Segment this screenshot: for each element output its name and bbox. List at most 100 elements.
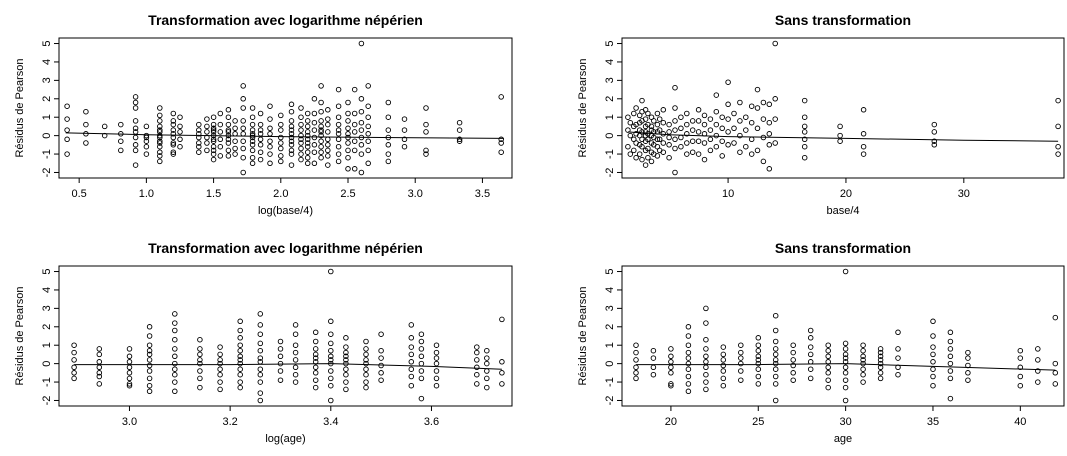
- data-point: [96, 364, 103, 371]
- data-point: [249, 154, 256, 161]
- data-point: [204, 147, 210, 154]
- data-point: [197, 368, 203, 374]
- data-point: [237, 327, 243, 334]
- data-point: [837, 132, 843, 139]
- data-point: [288, 118, 295, 124]
- data-point: [860, 347, 866, 354]
- data-point: [625, 143, 631, 150]
- smoother-line: [627, 131, 1059, 142]
- data-point: [304, 132, 311, 139]
- data-point: [288, 151, 295, 157]
- data-point: [385, 151, 392, 157]
- data-point: [232, 125, 238, 132]
- data-point: [668, 346, 674, 352]
- data-point: [965, 355, 971, 361]
- data-point: [328, 382, 334, 389]
- data-point: [627, 132, 634, 139]
- data-point: [64, 103, 70, 109]
- data-point: [217, 121, 224, 128]
- data-point: [627, 119, 634, 126]
- y-tick-label: 0: [604, 133, 616, 139]
- data-point: [842, 397, 849, 404]
- data-point: [325, 116, 331, 122]
- data-point: [707, 127, 714, 133]
- data-point: [358, 96, 365, 102]
- data-point: [738, 342, 744, 348]
- data-point: [311, 96, 318, 102]
- data-point: [217, 136, 224, 143]
- data-point: [633, 375, 639, 382]
- data-point: [837, 123, 843, 130]
- data-point: [772, 312, 779, 319]
- data-point: [232, 145, 238, 152]
- data-point: [645, 136, 651, 143]
- data-point: [456, 127, 463, 133]
- x-tick-label: 3.2: [222, 416, 237, 428]
- x-tick-label: 1.5: [206, 188, 221, 200]
- data-point: [328, 331, 334, 337]
- data-point: [719, 114, 725, 120]
- data-point: [668, 381, 674, 387]
- data-point: [731, 110, 737, 117]
- data-point: [351, 110, 358, 117]
- data-point: [930, 373, 936, 380]
- data-point: [737, 149, 743, 155]
- data-point: [930, 333, 936, 339]
- data-point: [498, 149, 504, 155]
- data-point: [157, 132, 163, 139]
- data-point: [748, 103, 755, 109]
- data-point: [1035, 357, 1041, 363]
- data-point: [101, 123, 108, 130]
- data-point: [660, 149, 667, 155]
- data-point: [408, 344, 415, 350]
- data-point: [363, 379, 369, 385]
- data-point: [217, 351, 223, 358]
- data-point: [204, 123, 210, 130]
- data-point: [648, 158, 655, 165]
- x-tick-label: 10: [722, 188, 734, 200]
- data-point: [328, 318, 334, 325]
- data-point: [288, 108, 295, 115]
- data-point: [731, 125, 737, 132]
- data-point: [249, 134, 256, 141]
- data-point: [240, 83, 246, 89]
- data-point: [343, 335, 349, 341]
- data-point: [277, 338, 284, 345]
- data-point: [170, 127, 177, 133]
- data-point: [701, 112, 708, 119]
- data-point: [132, 118, 139, 124]
- data-point: [210, 136, 217, 143]
- chart-title: Transformation avec logarithme népérien: [148, 240, 423, 256]
- data-point: [292, 379, 299, 385]
- data-point: [660, 107, 667, 113]
- data-point: [672, 105, 678, 111]
- y-tick-label: 1: [41, 342, 53, 348]
- data-point: [196, 121, 202, 128]
- data-point: [197, 360, 203, 367]
- panel-log-base: Transformation avec logarithme népérien …: [14, 12, 513, 217]
- data-point: [257, 121, 264, 128]
- data-point: [760, 158, 767, 165]
- data-point: [737, 132, 743, 139]
- data-point: [304, 140, 311, 146]
- data-point: [408, 335, 415, 341]
- data-point: [257, 397, 264, 404]
- data-point: [237, 384, 243, 391]
- data-point: [325, 147, 331, 154]
- data-point: [418, 338, 425, 345]
- data-point: [666, 121, 672, 128]
- data-point: [947, 338, 954, 345]
- data-point: [304, 149, 311, 155]
- data-point: [772, 360, 779, 367]
- data-point: [197, 375, 203, 382]
- data-point: [378, 355, 384, 361]
- data-point: [225, 136, 232, 143]
- data-point: [755, 353, 762, 360]
- data-point: [842, 370, 849, 376]
- data-point: [132, 105, 139, 111]
- data-point: [126, 382, 133, 389]
- data-point: [754, 147, 761, 154]
- data-point: [217, 344, 223, 350]
- data-point: [772, 346, 779, 352]
- data-point: [335, 121, 342, 128]
